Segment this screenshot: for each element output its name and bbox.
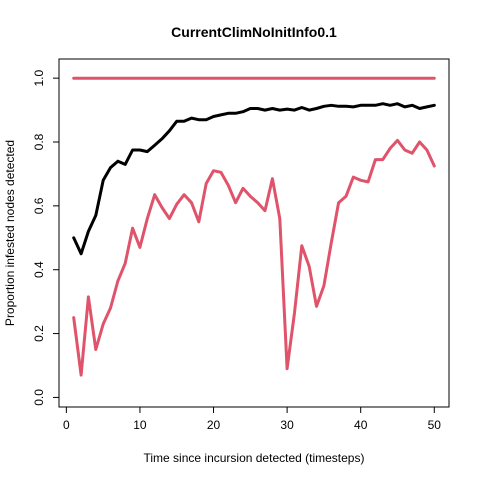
y-tick-label: 0.0 <box>32 389 46 406</box>
series-layer <box>74 78 435 375</box>
series-line-3 <box>74 140 435 375</box>
x-tick-label: 50 <box>428 418 442 432</box>
y-tick-label: 0.2 <box>32 325 46 342</box>
y-tick-label: 0.6 <box>32 197 46 214</box>
x-tick-label: 30 <box>280 418 294 432</box>
y-tick-label: 0.8 <box>32 133 46 150</box>
x-tick-label: 0 <box>63 418 70 432</box>
plot-area-border <box>59 59 449 407</box>
chart-title: CurrentClimNoInitInfo0.1 <box>171 24 337 40</box>
x-axis-label: Time since incursion detected (timesteps… <box>144 451 365 465</box>
y-axis-label: Proportion infested nodes detected <box>3 140 17 326</box>
x-tick-label: 40 <box>354 418 368 432</box>
y-tick-label: 1.0 <box>32 69 46 86</box>
y-axis: 0.0 0.2 0.4 0.6 0.8 1.0 <box>32 69 59 405</box>
x-tick-label: 10 <box>133 418 147 432</box>
series-line-2 <box>74 104 435 254</box>
y-tick-label: 0.4 <box>32 261 46 278</box>
x-tick-label: 20 <box>207 418 221 432</box>
x-axis: 0 10 20 30 40 50 <box>63 407 441 432</box>
